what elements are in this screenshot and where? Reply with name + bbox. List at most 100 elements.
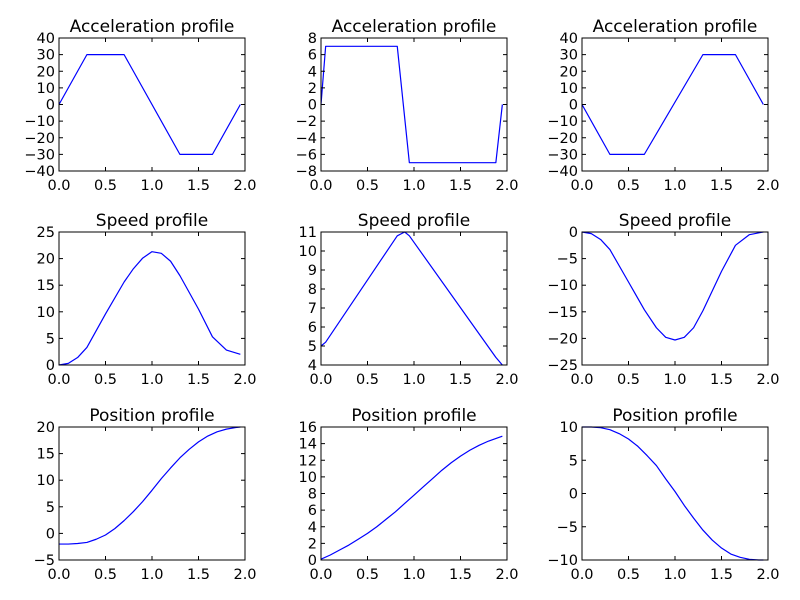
- position-right-ytick-label: 0: [569, 487, 578, 503]
- acceleration-left-ytick-label: −30: [24, 147, 55, 163]
- speed-right-title: Speed profile: [619, 211, 731, 231]
- acceleration-right-ytick-label: −30: [547, 147, 578, 163]
- speed-right-ytick-label: −10: [547, 278, 578, 294]
- position-left-xtick-label: 0.0: [47, 567, 70, 583]
- acceleration-left-title: Acceleration profile: [70, 17, 235, 37]
- speed-right-xtick-label: 0.0: [570, 372, 593, 388]
- speed-middle-ytick-label: 4: [308, 358, 317, 374]
- acceleration-middle-ytick-label: 8: [308, 31, 317, 47]
- speed-left-xtick-label: 1.5: [187, 372, 210, 388]
- acceleration-right-xtick-label: 0.0: [570, 178, 593, 194]
- position-right-xtick-label: 0.5: [617, 567, 640, 583]
- speed-left-subplot: Speed profile 0.0 0.5 1.0 1.5 2.0 25 20 15 10 5 0: [37, 211, 257, 388]
- position-middle-ytick-label: 4: [308, 520, 317, 536]
- speed-left-ytick-label: 10: [37, 305, 55, 321]
- acceleration-right-title: Acceleration profile: [593, 17, 758, 37]
- position-right-series-line: [582, 426, 764, 561]
- position-right-ytick-label: 5: [569, 453, 578, 469]
- position-middle-ytick-label: 0: [308, 553, 317, 569]
- position-middle-ytick-label: 6: [308, 503, 317, 519]
- speed-middle-ytick-label: 7: [308, 301, 317, 317]
- speed-middle-xtick-label: 0.5: [356, 372, 379, 388]
- speed-left-title: Speed profile: [96, 211, 208, 231]
- acceleration-right-ytick-label: 20: [560, 64, 578, 80]
- position-right-ytick-label: 10: [560, 420, 578, 436]
- speed-right-axes-frame: [581, 231, 769, 366]
- acceleration-middle-subplot: Acceleration profile 0.0 0.5 1.0 1.5 2.0 86420…: [296, 17, 519, 194]
- acceleration-right-xtick-label: 0.5: [617, 178, 640, 194]
- position-left-axes-frame: [58, 426, 246, 561]
- acceleration-left-ytick-label: 30: [37, 48, 55, 64]
- speed-left-ytick-label: 15: [37, 278, 55, 294]
- position-left-title: Position profile: [89, 406, 214, 426]
- acceleration-right-ytick-label: 40: [560, 31, 578, 47]
- position-left-xtick-label: 1.0: [140, 567, 163, 583]
- acceleration-middle-ytick-label: 0: [308, 98, 317, 114]
- acceleration-middle-ytick-label: −8: [296, 164, 317, 180]
- speed-middle-xtick-label: 2.0: [495, 372, 518, 388]
- speed-middle-ytick-label: 11: [299, 225, 317, 241]
- acceleration-right-axes-frame: [581, 37, 769, 172]
- acceleration-left-ytick-label: −20: [24, 131, 55, 147]
- speed-middle-ytick-label: 9: [308, 263, 317, 279]
- position-middle-title: Position profile: [351, 406, 476, 426]
- acceleration-right-xtick-label: 1.0: [663, 178, 686, 194]
- acceleration-left-subplot: Acceleration profile 0.0 0.5 1.0 1.5 2.0 40302…: [24, 17, 256, 194]
- acceleration-middle-xtick-label: 0.0: [309, 178, 332, 194]
- acceleration-left-ytick-label: 20: [37, 64, 55, 80]
- acceleration-middle-xtick-label: 2.0: [495, 178, 518, 194]
- position-left-ytick-label: 20: [37, 420, 55, 436]
- speed-left-xtick-label: 0.0: [47, 372, 70, 388]
- acceleration-middle-title: Acceleration profile: [332, 17, 497, 37]
- acceleration-left-ytick-label: 0: [46, 98, 55, 114]
- position-right-subplot: Position profile 0.0 0.5 1.0 1.5 2.0 10 5 0 −5 −10: [547, 406, 779, 583]
- acceleration-left-xtick-label: 1.5: [187, 178, 210, 194]
- position-left-series-line: [59, 426, 241, 545]
- speed-left-xtick-label: 2.0: [233, 372, 256, 388]
- position-right-ytick-label: −5: [557, 520, 578, 536]
- speed-middle-ytick-label: 8: [308, 282, 317, 298]
- acceleration-middle-ytick-label: 4: [308, 64, 317, 80]
- position-middle-xtick-label: 1.0: [402, 567, 425, 583]
- speed-middle-ytick-label: 6: [308, 320, 317, 336]
- position-right-xtick-label: 1.5: [710, 567, 733, 583]
- speed-middle-subplot: Speed profile 0.0 0.5 1.0 1.5 2.0 11 10 9 8 7 6 5 4: [299, 211, 519, 388]
- position-left-xtick-label: 2.0: [233, 567, 256, 583]
- acceleration-right-subplot: Acceleration profile 0.0 0.5 1.0 1.5 2.0 40302…: [547, 17, 779, 194]
- speed-right-xtick-label: 1.5: [710, 372, 733, 388]
- speed-middle-title: Speed profile: [358, 211, 470, 231]
- position-middle-ytick-label: 14: [299, 437, 317, 453]
- position-middle-ytick-label: 8: [308, 487, 317, 503]
- acceleration-right-xtick-label: 2.0: [756, 178, 779, 194]
- acceleration-left-xtick-label: 0.0: [47, 178, 70, 194]
- speed-right-series-line: [581, 231, 764, 341]
- speed-left-ytick-label: 20: [37, 252, 55, 268]
- acceleration-right-ytick-label: 30: [560, 48, 578, 64]
- position-middle-ytick-label: 16: [299, 420, 317, 436]
- acceleration-left-series-line: [58, 54, 241, 155]
- acceleration-right-ytick-label: −20: [547, 131, 578, 147]
- speed-right-ytick-label: −25: [547, 358, 578, 374]
- acceleration-right-ytick-label: 10: [560, 81, 578, 97]
- speed-middle-series-line: [320, 231, 503, 366]
- acceleration-middle-xtick-label: 1.5: [449, 178, 472, 194]
- acceleration-left-ytick-label: 40: [37, 31, 55, 47]
- position-middle-xtick-label: 0.5: [356, 567, 379, 583]
- position-right-axes-frame: [581, 426, 769, 561]
- position-middle-axes-frame: [320, 426, 508, 561]
- speed-middle-axes-frame: [320, 231, 508, 366]
- position-left-ytick-label: 10: [37, 473, 55, 489]
- position-left-subplot: Position profile 0.0 0.5 1.0 1.5 2.0 20 15 10 5 0 −…: [34, 406, 257, 583]
- speed-left-ytick-label: 5: [46, 331, 55, 347]
- speed-left-xtick-label: 1.0: [140, 372, 163, 388]
- position-middle-ytick-label: 12: [299, 453, 317, 469]
- position-right-title: Position profile: [612, 406, 737, 426]
- acceleration-middle-ytick-label: −4: [296, 131, 317, 147]
- acceleration-middle-axes-frame: [320, 37, 508, 172]
- acceleration-left-xtick-label: 0.5: [94, 178, 117, 194]
- position-left-xtick-label: 0.5: [94, 567, 117, 583]
- position-left-ytick-label: 0: [46, 526, 55, 542]
- position-middle-xtick-label: 2.0: [495, 567, 518, 583]
- speed-right-ytick-label: −15: [547, 305, 578, 321]
